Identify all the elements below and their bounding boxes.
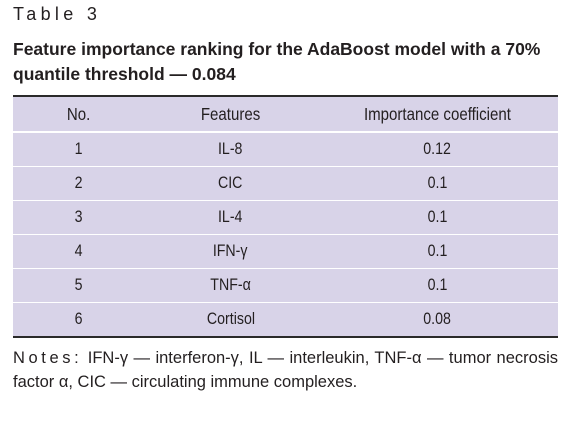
table-number-label: Table 3 [13, 4, 102, 24]
feature-cell: IL-8 [144, 131, 317, 167]
table-row: 1 IL-8 0.12 [13, 131, 558, 167]
table-row: 5 TNF-α 0.1 [13, 268, 558, 303]
coefficient-cell: 0.12 [317, 131, 558, 167]
header-importance-coefficient: Importance coefficient [364, 103, 511, 124]
notes-text: IFN-γ — interferon-γ, IL — interleukin, … [13, 349, 558, 391]
notes-label: Notes: [13, 349, 83, 367]
row-number-cell: 2 [13, 166, 144, 201]
header-row: No. Features Importance coefficient [13, 96, 558, 132]
row-number-cell: 3 [13, 200, 144, 235]
feature-importance-table: No. Features Importance coefficient 1 IL… [13, 95, 558, 338]
coefficient-cell: 0.1 [317, 268, 558, 303]
coefficient-cell: 0.1 [317, 200, 558, 235]
header-features: Features [200, 103, 261, 124]
row-number-cell: 4 [13, 234, 144, 269]
table-row: 3 IL-4 0.1 [13, 200, 558, 235]
table-row: 4 IFN-γ 0.1 [13, 234, 558, 269]
row-number-cell: 1 [13, 131, 144, 167]
feature-cell: IFN-γ [144, 234, 317, 269]
coefficient-cell: 0.1 [317, 234, 558, 269]
table-row: 2 CIC 0.1 [13, 166, 558, 201]
feature-cell: CIC [144, 166, 317, 201]
coefficient-cell: 0.08 [317, 302, 558, 338]
table-notes: Notes: IFN-γ — interferon-γ, IL — interl… [13, 347, 558, 394]
table-body: 1 IL-8 0.12 2 CIC 0.1 3 IL-4 0.1 4 IFN-γ… [13, 131, 558, 338]
header-number: No. [66, 103, 91, 124]
row-number-cell: 6 [13, 302, 144, 338]
table-header: No. Features Importance coefficient [13, 96, 558, 132]
feature-cell: TNF-α [144, 268, 317, 303]
table-row: 6 Cortisol 0.08 [13, 302, 558, 338]
feature-cell: IL-4 [144, 200, 317, 235]
row-number-cell: 5 [13, 268, 144, 303]
feature-cell: Cortisol [144, 302, 317, 338]
coefficient-cell: 0.1 [317, 166, 558, 201]
table-caption: Feature importance ranking for the AdaBo… [13, 39, 541, 84]
